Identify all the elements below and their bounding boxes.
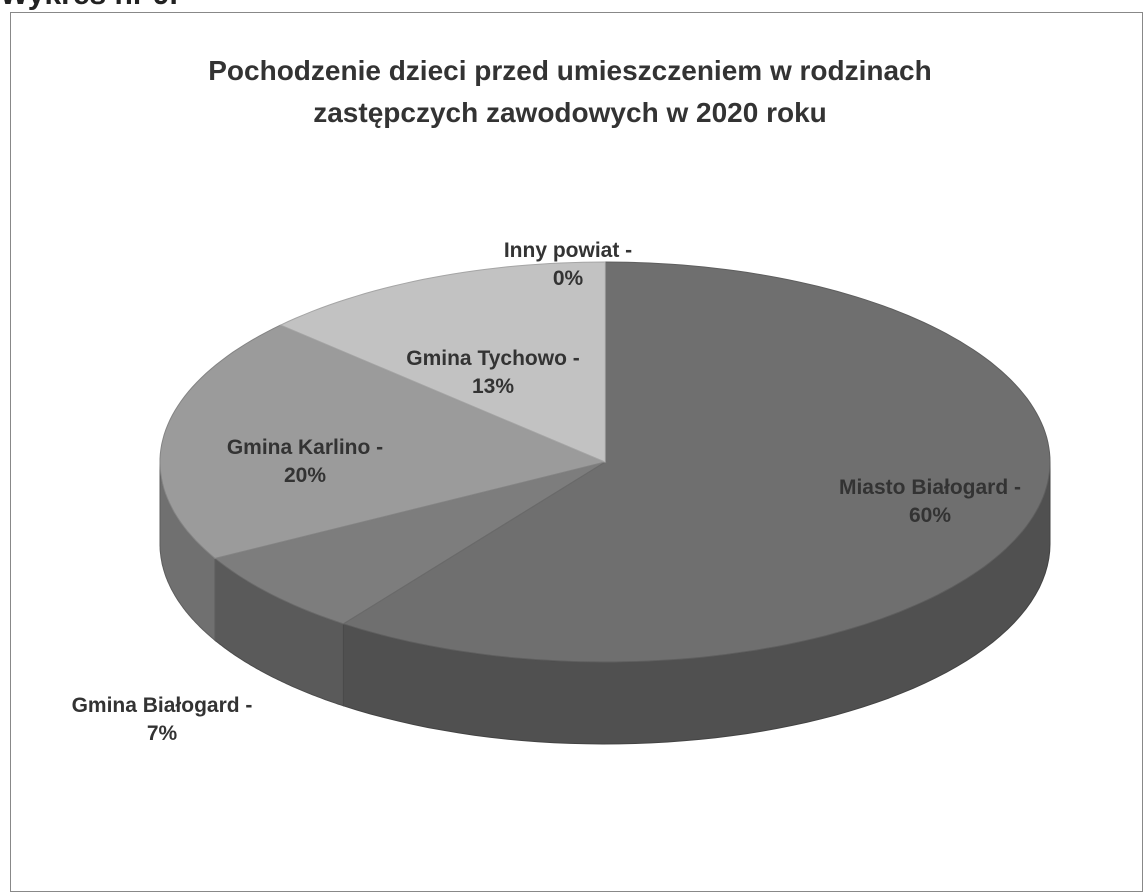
data-label: Gmina Karlino - 20% [226, 436, 384, 487]
data-label: Inny powiat - 0% [503, 239, 633, 290]
slice [279, 261, 606, 463]
chart-heading: Wykres nr 9. [0, 0, 178, 12]
data-label: Gmina Tychowo - 13% [406, 347, 580, 398]
slice [213, 461, 606, 625]
data-label: Gmina Białogard - 7% [71, 694, 253, 745]
chart-title: Pochodzenie dzieci przed umieszczeniem w… [208, 55, 932, 128]
data-label: Miasto Białogard - 60% [838, 476, 1022, 527]
slice [159, 324, 607, 559]
slice [342, 261, 1051, 663]
